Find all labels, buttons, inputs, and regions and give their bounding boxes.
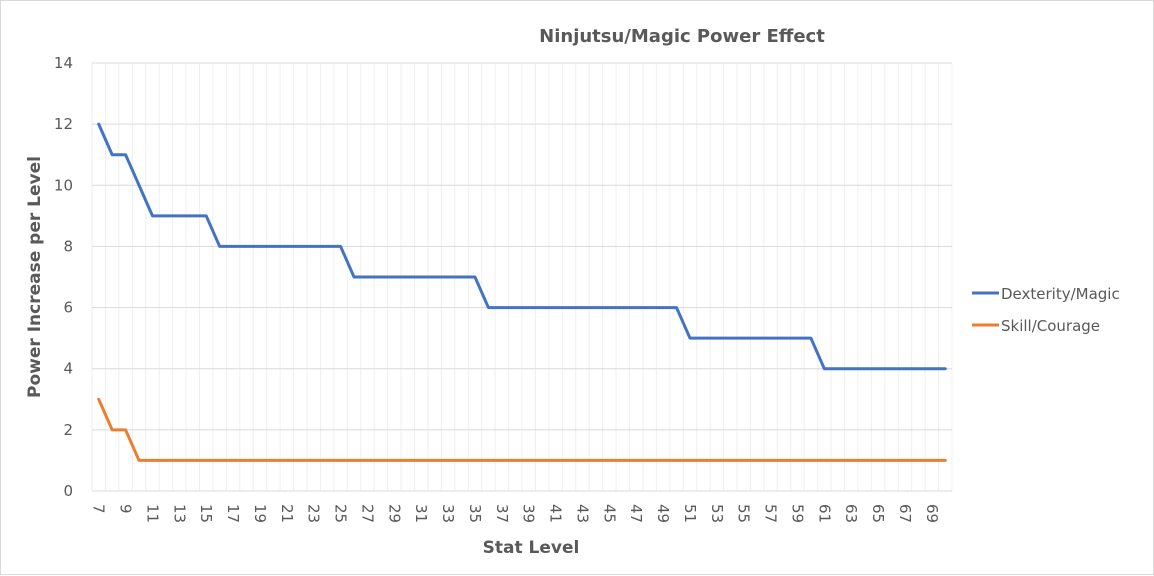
chart-title: Ninjutsu/Magic Power Effect (539, 26, 825, 47)
y-tick-label: 2 (63, 421, 73, 439)
x-tick-label: 37 (493, 504, 511, 523)
legend-label: Dexterity/Magic (1001, 285, 1120, 303)
y-axis-ticks: 0 2 4 6 8 10 12 14 (54, 54, 73, 500)
y-tick-label: 6 (63, 299, 73, 317)
x-tick-label: 11 (143, 504, 161, 523)
x-tick-label: 39 (520, 504, 538, 523)
x-tick-label: 53 (708, 504, 726, 523)
x-axis-title: Stat Level (483, 538, 580, 558)
x-tick-label: 21 (278, 504, 296, 523)
series-line-dexterity-magic (97, 122, 947, 371)
x-tick-label: 25 (332, 504, 350, 523)
x-tick-label: 49 (654, 504, 672, 523)
x-tick-label: 31 (412, 504, 430, 523)
gridlines (91, 62, 953, 492)
x-tick-label: 41 (547, 504, 565, 523)
series-line-skill-courage (97, 397, 947, 462)
x-tick-label: 29 (385, 504, 403, 523)
x-tick-label: 7 (90, 504, 108, 514)
legend-label: Skill/Courage (1001, 317, 1100, 335)
data-series (97, 122, 947, 462)
y-tick-label: 14 (54, 54, 73, 72)
x-tick-label: 69 (923, 504, 941, 523)
x-tick-label: 43 (573, 504, 591, 523)
x-tick-label: 9 (117, 504, 135, 514)
x-tick-label: 33 (439, 504, 457, 523)
x-tick-label: 61 (815, 504, 833, 523)
x-tick-label: 59 (788, 504, 806, 523)
x-tick-label: 17 (224, 504, 242, 523)
x-tick-label: 65 (869, 504, 887, 523)
y-tick-label: 0 (63, 482, 73, 500)
x-tick-label: 13 (170, 504, 188, 523)
x-tick-label: 15 (197, 504, 215, 523)
y-axis-title: Power Increase per Level (25, 156, 45, 398)
x-tick-label: 35 (466, 504, 484, 523)
x-tick-label: 27 (358, 504, 376, 523)
x-tick-label: 45 (600, 504, 618, 523)
legend-item: Skill/Courage (972, 317, 1100, 335)
y-tick-label: 12 (54, 115, 73, 133)
x-tick-label: 57 (762, 504, 780, 523)
x-tick-label: 67 (896, 504, 914, 523)
x-tick-label: 23 (305, 504, 323, 523)
legend: Dexterity/Magic Skill/Courage (972, 285, 1120, 335)
x-tick-label: 63 (842, 504, 860, 523)
x-tick-label: 47 (627, 504, 645, 523)
x-tick-label: 51 (681, 504, 699, 523)
x-axis-ticks: 7 9 11 13 15 17 19 21 23 25 27 29 31 33 35 37 39 41 43 45 47… (90, 504, 941, 523)
y-tick-label: 8 (63, 237, 73, 255)
y-tick-label: 4 (63, 360, 73, 378)
y-tick-label: 10 (54, 176, 73, 194)
legend-item: Dexterity/Magic (972, 285, 1120, 303)
x-tick-label: 55 (735, 504, 753, 523)
x-tick-label: 19 (251, 504, 269, 523)
